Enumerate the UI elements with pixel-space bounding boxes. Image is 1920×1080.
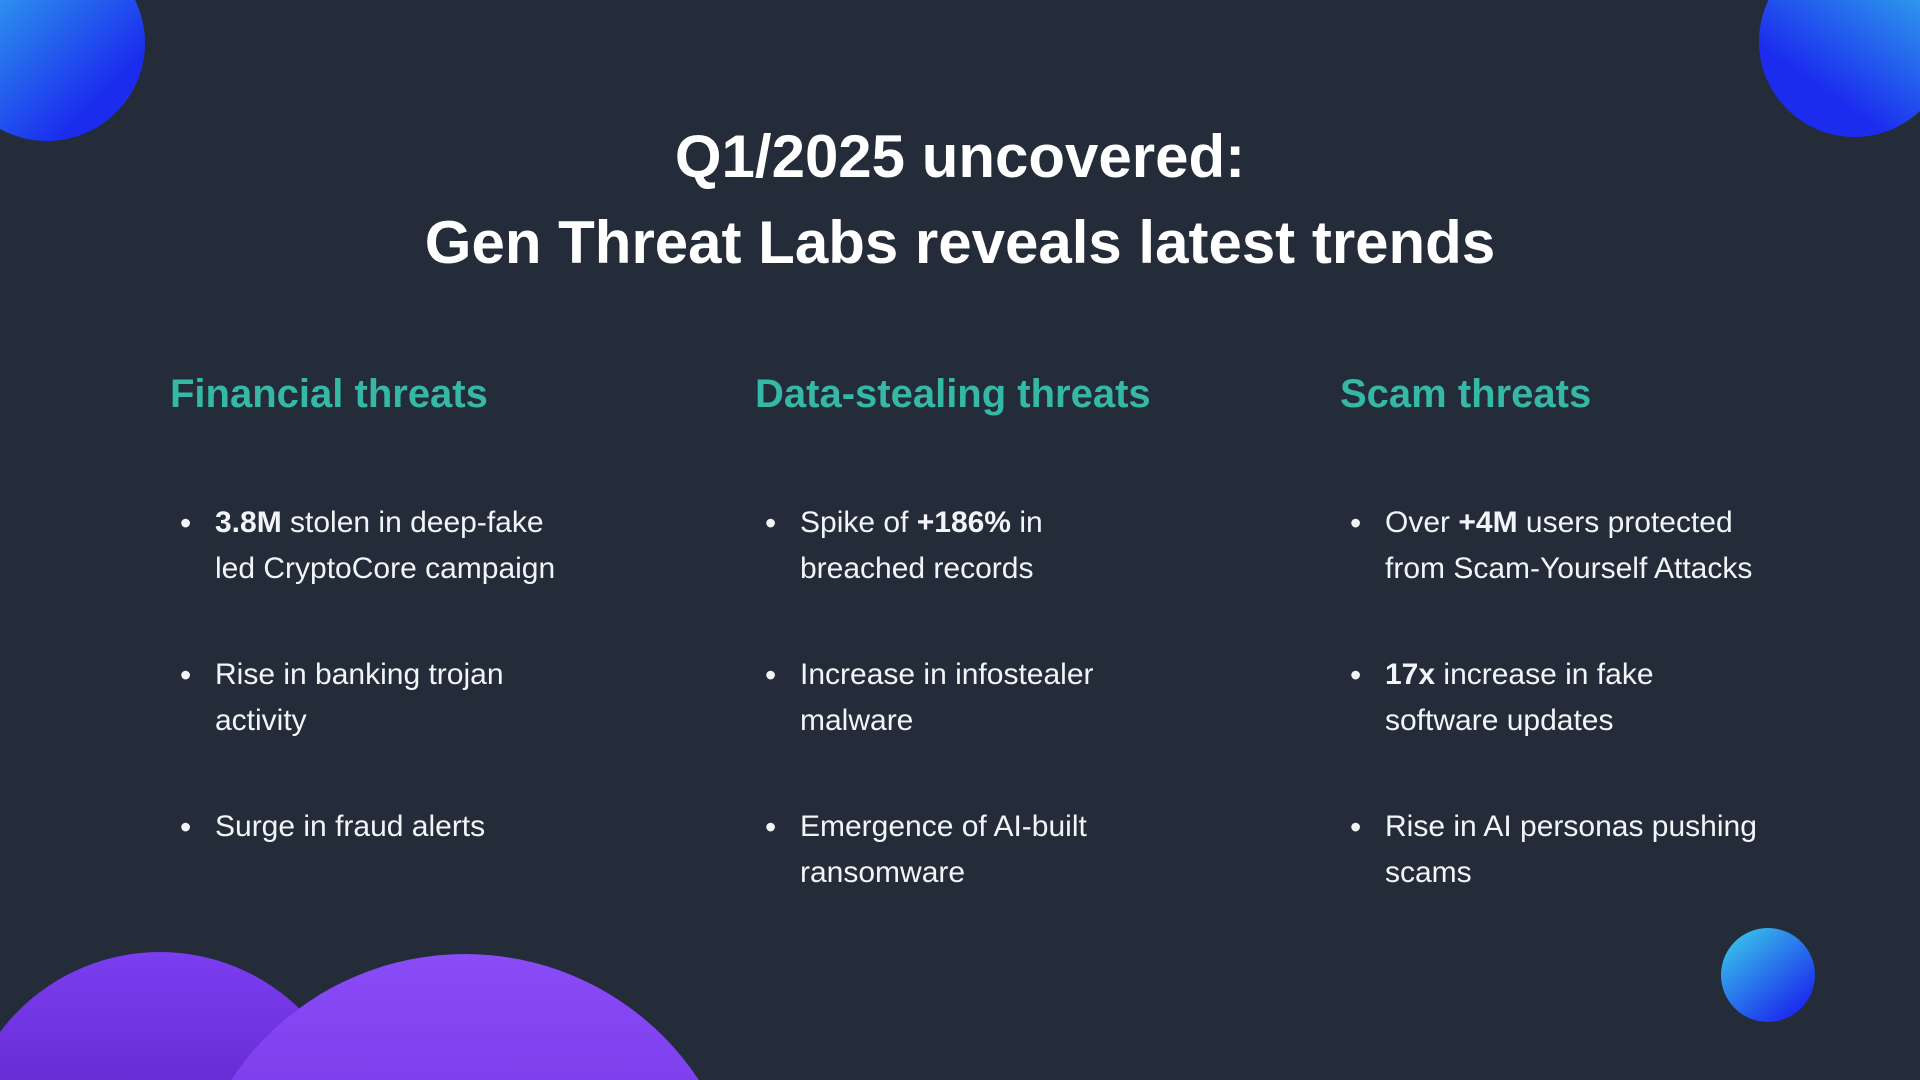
bullet-item: Emergence of AI-built ransomware (755, 804, 1245, 896)
column-financial-threats: Financial threats 3.8M stolen in deep-fa… (170, 370, 660, 956)
bullet-stat: +186% (916, 506, 1011, 539)
column-heading-financial: Financial threats (170, 372, 488, 416)
bullet-stat: 17x (1385, 658, 1436, 691)
bullet-item: Increase in infostealer malware (755, 652, 1245, 744)
bullet-item: 17x increase in fake software updates (1340, 652, 1830, 744)
bullet-item: Over +4M users protected from Scam-Yours… (1340, 500, 1830, 592)
bullet-stat: 3.8M (215, 506, 282, 539)
bullet-text: Rise in banking trojan activity (215, 658, 504, 737)
column-heading-scam: Scam threats (1340, 372, 1592, 416)
bullet-text: increase in fake software updates (1385, 658, 1654, 737)
bullet-text: Spike of (800, 506, 917, 539)
bullet-item: Spike of +186% in breached records (755, 500, 1245, 592)
page-title: Q1/2025 uncovered: Gen Threat Labs revea… (0, 114, 1920, 286)
column-data-stealing-threats: Data-stealing threats Spike of +186% in … (755, 370, 1245, 956)
bullet-item: Rise in banking trojan activity (170, 652, 660, 744)
title-line-1: Q1/2025 uncovered: (674, 123, 1246, 190)
bullet-text: users protected from Scam-Yourself Attac… (1385, 506, 1753, 585)
bullet-text: Increase in infostealer malware (800, 658, 1094, 737)
bullet-stat: +4M (1458, 506, 1518, 539)
bullet-text: Rise in AI personas pushing scams (1385, 810, 1757, 889)
bullet-text: Emergence of AI-built ransomware (800, 810, 1087, 889)
bullet-item: Surge in fraud alerts (170, 804, 660, 850)
bullet-list-data-stealing: Spike of +186% in breached records Increa… (755, 500, 1245, 896)
bullet-list-financial: 3.8M stolen in deep-fake led CryptoCore … (170, 500, 660, 850)
bullet-text: Over (1385, 506, 1459, 539)
title-line-2: Gen Threat Labs reveals latest trends (424, 209, 1496, 276)
column-heading-data-stealing: Data-stealing threats (755, 372, 1151, 416)
bullet-text: in breached records (800, 506, 1043, 585)
threat-columns: Financial threats 3.8M stolen in deep-fa… (0, 370, 1920, 956)
bullet-list-scam: Over +4M users protected from Scam-Yours… (1340, 500, 1830, 896)
bullet-item: Rise in AI personas pushing scams (1340, 804, 1830, 896)
column-scam-threats: Scam threats Over +4M users protected fr… (1340, 370, 1830, 956)
bullet-text: stolen in deep-fake led CryptoCore campa… (215, 506, 556, 585)
bullet-item: 3.8M stolen in deep-fake led CryptoCore … (170, 500, 660, 592)
bullet-text: Surge in fraud alerts (215, 810, 486, 843)
decor-circle-bottom-right (1721, 928, 1815, 1022)
